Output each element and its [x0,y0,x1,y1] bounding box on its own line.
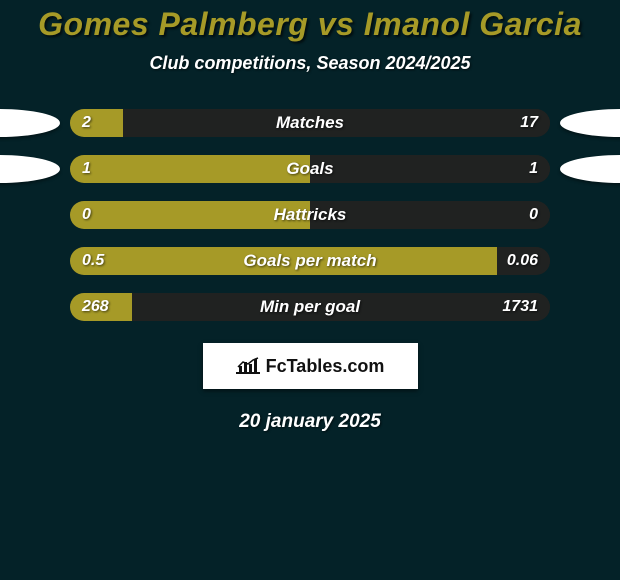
stat-row: Hattricks0 0 [0,201,620,229]
right-stub [560,109,620,137]
left-stub [0,155,60,183]
stat-value-left: 0 [82,201,91,229]
comparison-title: Gomes Palmberg vs Imanol Garcia [0,0,620,43]
stat-label: Hattricks [70,201,550,229]
stats-container: Matches2 17 Goals1 1 Hattricks0 0 Goals per ma… [0,109,620,321]
stat-label: Goals [70,155,550,183]
brand-text: FcTables.com [266,356,385,377]
stat-value-left: 268 [82,293,109,321]
stat-row: Goals1 1 [0,155,620,183]
stat-row: Goals per match0.5 0.06 [0,247,620,275]
stat-value-left: 0.5 [82,247,104,275]
stat-value-right: 0.06 [507,247,538,275]
stat-bar: Goals per match0.5 0.06 [70,247,550,275]
stat-bar: Goals1 1 [70,155,550,183]
stat-row: Min per goal268 1731 [0,293,620,321]
stat-bar: Hattricks0 0 [70,201,550,229]
stat-value-right: 1 [529,155,538,183]
stat-label: Goals per match [70,247,550,275]
comparison-subtitle: Club competitions, Season 2024/2025 [0,53,620,74]
stat-value-right: 17 [520,109,538,137]
stat-label: Matches [70,109,550,137]
left-stub [0,109,60,137]
stat-value-left: 1 [82,155,91,183]
stat-label: Min per goal [70,293,550,321]
stat-value-right: 0 [529,201,538,229]
brand-box: FcTables.com [203,343,418,389]
right-stub [560,155,620,183]
stat-row: Matches2 17 [0,109,620,137]
snapshot-date: 20 january 2025 [0,411,620,433]
stat-value-right: 1731 [502,293,538,321]
stat-bar: Min per goal268 1731 [70,293,550,321]
chart-icon [236,356,260,376]
stat-bar: Matches2 17 [70,109,550,137]
stat-value-left: 2 [82,109,91,137]
